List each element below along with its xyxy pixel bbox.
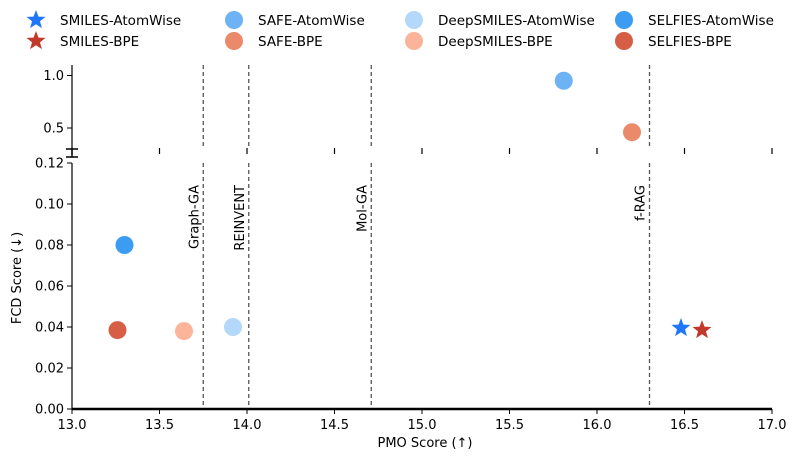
legend-label-smiles-bpe: SMILES-BPE: [60, 34, 139, 50]
legend-marker-selfies-atomwise: [615, 11, 633, 29]
point-selfies-bpe: [108, 321, 127, 340]
legend: SMILES-AtomWise SMILES-BPE SAFE-AtomWise SA…: [26, 10, 774, 50]
y-tick-label: 0.10: [35, 198, 64, 213]
point-safe-atomwise: [554, 71, 573, 90]
ref-label-mol-ga: Mol-GA: [355, 185, 370, 232]
legend-item-selfies-atomwise: SELFIES-AtomWise: [615, 11, 774, 29]
legend-item-deepsmiles-atomwise: DeepSMILES-AtomWise: [405, 11, 595, 29]
x-tick-label: 13.0: [58, 418, 87, 433]
legend-marker-deepsmiles-bpe: [405, 32, 423, 50]
point-smiles-bpe: [692, 320, 712, 339]
y-tick-label: 0.12: [35, 157, 64, 172]
point-deepsmiles-atomwise: [224, 318, 242, 336]
legend-item-safe-bpe: SAFE-BPE: [225, 32, 323, 50]
legend-label-selfies-bpe: SELFIES-BPE: [648, 34, 732, 50]
legend-marker-selfies-bpe: [615, 32, 633, 50]
y-tick-label-upper: 0.5: [43, 122, 64, 137]
x-tick-label: 16.0: [583, 418, 612, 433]
legend-item-smiles-bpe: SMILES-BPE: [26, 31, 139, 50]
data-points: [108, 71, 712, 341]
reference-lines: Graph-GA REINVENT Mol-GA f-RAG: [187, 65, 651, 409]
y-tick-label: 0.00: [35, 403, 64, 418]
legend-marker-deepsmiles-atomwise: [405, 11, 423, 29]
x-tick-label: 13.5: [145, 418, 174, 433]
x-axis-label: PMO Score (↑): [378, 436, 473, 451]
axes: 13.0 13.5 14.0 14.5 15.0 15.5 16.0 16.5 17.0 0.00…: [35, 65, 786, 433]
y-axis-label: FCD Score (↓): [10, 232, 25, 324]
legend-item-safe-atomwise: SAFE-AtomWise: [225, 11, 365, 29]
x-tick-label: 14.5: [320, 418, 349, 433]
ref-label-f-rag: f-RAG: [634, 185, 649, 221]
y-tick-label: 0.04: [35, 321, 64, 336]
legend-label-selfies-atomwise: SELFIES-AtomWise: [648, 13, 774, 29]
y-tick-label: 0.02: [35, 362, 64, 377]
legend-marker-safe-atomwise: [225, 11, 243, 29]
y-tick-label-upper: 1.0: [43, 69, 64, 84]
legend-item-selfies-bpe: SELFIES-BPE: [615, 32, 732, 50]
y-tick-label: 0.06: [35, 280, 64, 295]
legend-label-deepsmiles-bpe: DeepSMILES-BPE: [438, 34, 553, 50]
point-safe-bpe: [623, 123, 641, 142]
legend-label-deepsmiles-atomwise: DeepSMILES-AtomWise: [438, 13, 595, 29]
x-tick-label: 17.0: [758, 418, 787, 433]
point-smiles-atomwise: [671, 318, 691, 337]
legend-item-deepsmiles-bpe: DeepSMILES-BPE: [405, 32, 553, 50]
legend-label-safe-atomwise: SAFE-AtomWise: [258, 13, 365, 29]
legend-label-safe-bpe: SAFE-BPE: [258, 34, 323, 50]
point-selfies-atomwise: [115, 236, 134, 254]
legend-marker-smiles-bpe: [26, 31, 46, 50]
x-tick-label: 16.5: [670, 418, 699, 433]
ref-label-reinvent: REINVENT: [233, 185, 248, 251]
legend-marker-smiles-atomwise: [26, 10, 46, 29]
legend-label-smiles-atomwise: SMILES-AtomWise: [60, 13, 181, 29]
x-tick-label: 14.0: [233, 418, 262, 433]
point-deepsmiles-bpe: [175, 322, 193, 341]
x-tick-label: 15.0: [408, 418, 437, 433]
y-tick-label: 0.08: [35, 239, 64, 254]
ref-label-graph-ga: Graph-GA: [187, 185, 202, 249]
x-tick-label: 15.5: [495, 418, 524, 433]
legend-item-smiles-atomwise: SMILES-AtomWise: [26, 10, 181, 29]
legend-marker-safe-bpe: [225, 32, 243, 50]
